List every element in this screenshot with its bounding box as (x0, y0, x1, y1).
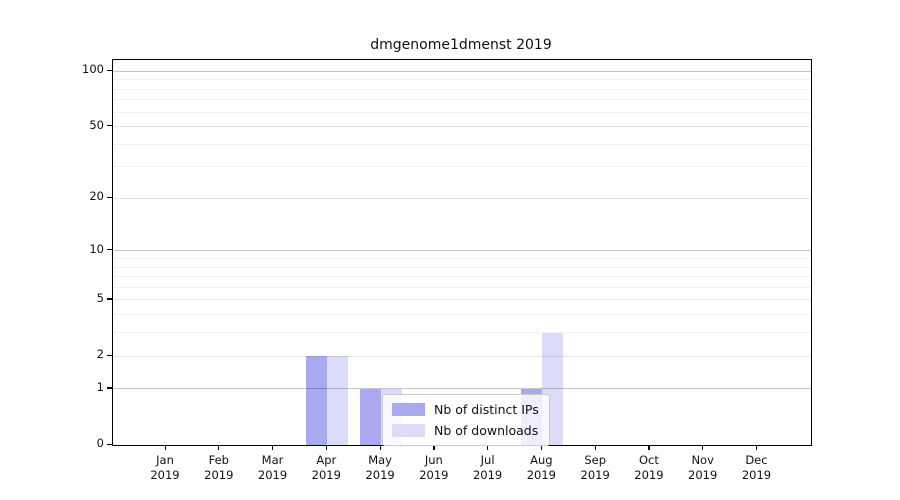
gridline-y-8 (113, 266, 811, 268)
legend-item-distinct-ips: Nb of distinct IPs (392, 402, 539, 417)
x-tick-label-jun: Jun 2019 (419, 453, 449, 482)
plot-area: Nb of distinct IPs Nb of downloads (112, 59, 812, 446)
x-tick-mark-mar (272, 446, 274, 450)
x-tick-mark-jul (487, 446, 489, 450)
gridline-y-30 (113, 166, 811, 168)
x-tick-mark-apr (325, 446, 327, 450)
x-tick-label-apr: Apr 2019 (311, 453, 341, 482)
gridline-y-2 (113, 355, 811, 357)
x-tick-label-jul: Jul 2019 (472, 453, 503, 482)
x-tick-mark-aug (540, 446, 543, 450)
x-tick-mark-jun (433, 446, 435, 450)
gridline-y-90 (113, 79, 811, 81)
x-tick-label-sep: Sep 2019 (580, 453, 610, 482)
y-tick-mark-20 (107, 196, 112, 199)
y-tick-mark-50 (107, 125, 112, 127)
y-tick-mark-5 (107, 298, 112, 300)
x-tick-label-feb: Feb 2019 (204, 453, 234, 482)
y-tick-label-5: 5 (96, 290, 104, 305)
y-tick-mark-0 (107, 443, 112, 445)
x-tick-label-mar: Mar 2019 (257, 453, 288, 482)
y-tick-mark-100 (107, 69, 112, 71)
y-tick-mark-2 (107, 354, 112, 356)
y-tick-mark-10 (107, 249, 112, 251)
legend-label-downloads: Nb of downloads (434, 423, 539, 438)
gridline-y-6 (113, 286, 811, 288)
legend-label-distinct-ips: Nb of distinct IPs (434, 402, 539, 417)
gridline-y-100 (113, 70, 811, 72)
gridline-y-7 (113, 276, 811, 278)
x-tick-label-may: May 2019 (365, 453, 395, 482)
gridline-y-9 (113, 257, 811, 259)
y-tick-label-100: 100 (82, 62, 104, 77)
legend-swatch-downloads (392, 424, 425, 437)
gridline-y-5 (113, 299, 811, 301)
legend-item-downloads: Nb of downloads (392, 423, 539, 438)
x-tick-label-nov: Nov 2019 (688, 453, 718, 482)
gridline-y-4 (113, 314, 811, 316)
legend-swatch-distinct-ips (392, 403, 425, 416)
bar-apr-downloads (327, 356, 349, 445)
gridline-y-40 (113, 143, 811, 145)
x-tick-mark-dec (755, 446, 758, 450)
x-tick-label-dec: Dec 2019 (741, 453, 772, 482)
y-tick-label-10: 10 (89, 241, 104, 256)
y-tick-label-2: 2 (96, 347, 104, 361)
gridline-y-10 (113, 250, 811, 252)
bar-may-distinct-ips (360, 388, 382, 445)
x-tick-label-aug: Aug 2019 (526, 453, 557, 482)
y-tick-mark-1 (107, 387, 112, 389)
gridline-y-60 (113, 111, 811, 113)
gridline-y-20 (113, 197, 811, 199)
x-tick-mark-may (379, 446, 381, 450)
gridline-y-70 (113, 99, 811, 101)
y-tick-label-20: 20 (89, 189, 104, 204)
gridline-y-3 (113, 332, 811, 334)
y-tick-label-1: 1 (96, 379, 104, 394)
x-tick-mark-oct (648, 446, 650, 450)
gridline-y-1 (113, 388, 811, 390)
gridline-y-50 (113, 126, 811, 128)
x-tick-label-jan: Jan 2019 (150, 453, 180, 482)
x-tick-mark-jan (164, 446, 166, 450)
legend: Nb of distinct IPs Nb of downloads (382, 394, 550, 446)
gridline-y-80 (113, 88, 811, 90)
x-tick-mark-nov (702, 446, 704, 450)
y-tick-label-0: 0 (96, 436, 104, 450)
chart-title: dmgenome1dmenst 2019 (370, 37, 552, 53)
x-tick-mark-sep (594, 446, 596, 450)
y-tick-label-50: 50 (89, 117, 104, 132)
x-tick-mark-feb (218, 446, 220, 450)
bar-apr-distinct-ips (306, 356, 328, 445)
x-tick-label-oct: Oct 2019 (634, 453, 664, 482)
